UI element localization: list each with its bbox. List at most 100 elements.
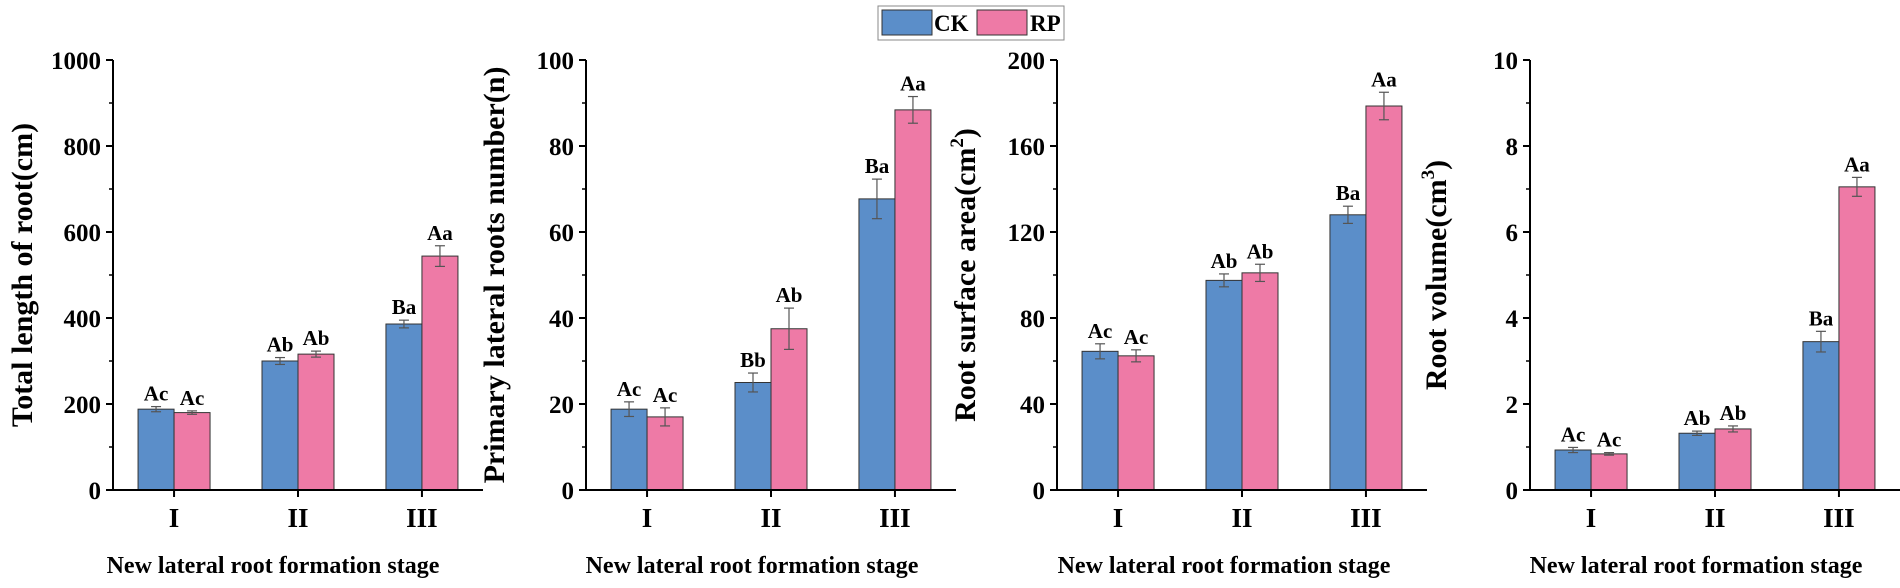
significance-letter-ck-III: Ba xyxy=(1336,181,1361,205)
chart-panel-1: Ac Ac I Ab Ab II Ba Aa III 0 200 400 600 800 1000 Total… xyxy=(6,48,483,579)
bar-ck-II xyxy=(261,360,299,491)
y-tick-label-200: 200 xyxy=(64,392,102,419)
legend-swatch-rp xyxy=(976,9,1028,36)
y-axis-label: Root surface area(cm2) xyxy=(947,128,982,422)
y-tick-label-120: 120 xyxy=(1008,220,1046,247)
bar-rp-III xyxy=(1838,186,1876,491)
significance-letter-rp-III: Aa xyxy=(1844,152,1870,176)
y-axis-label-superscript: 2 xyxy=(947,138,968,148)
x-tick-label-III: III xyxy=(406,503,438,533)
y-axis-label-text: Total length of root(cm) xyxy=(6,123,39,427)
y-tick-label-40: 40 xyxy=(549,306,574,333)
bar-rp-II xyxy=(297,353,335,491)
significance-letter-ck-III: Ba xyxy=(865,154,890,178)
y-tick-label-0: 0 xyxy=(89,478,102,505)
y-tick-label-80: 80 xyxy=(549,134,574,161)
significance-letter-ck-I: Ac xyxy=(617,377,642,401)
bar-ck-III xyxy=(385,323,423,491)
significance-letter-ck-II: Ab xyxy=(267,333,294,357)
significance-letter-ck-I: Ac xyxy=(144,382,169,406)
significance-letter-ck-II: Ab xyxy=(1211,249,1238,273)
x-axis-label: New lateral root formation stage xyxy=(1530,553,1863,579)
x-tick-label-III: III xyxy=(879,503,911,533)
significance-letter-ck-II: Bb xyxy=(740,348,766,372)
y-axis-label-suffix: ) xyxy=(949,128,982,138)
significance-letter-ck-III: Ba xyxy=(1809,306,1834,330)
significance-letter-rp-II: Ab xyxy=(1247,239,1274,263)
chart-panel-2: Ac Ac I Bb Ab II Ba Aa III 0 20 40 60 80 100 Primary la… xyxy=(478,48,956,579)
y-tick-label-6: 6 xyxy=(1506,220,1519,247)
y-tick-label-2: 2 xyxy=(1506,392,1519,419)
y-tick-label-800: 800 xyxy=(64,134,102,161)
y-axis-label-text: Root volume(cm xyxy=(1420,179,1453,390)
y-tick-label-600: 600 xyxy=(64,220,102,247)
y-tick-label-200: 200 xyxy=(1008,48,1046,75)
y-axis-label-text: Primary lateral roots number(n) xyxy=(478,67,511,484)
bar-rp-III xyxy=(421,255,459,491)
y-tick-label-100: 100 xyxy=(537,48,575,75)
bar-ck-II xyxy=(1678,432,1716,491)
y-tick-label-400: 400 xyxy=(64,306,102,333)
significance-letter-ck-I: Ac xyxy=(1561,422,1586,446)
significance-letter-rp-I: Ac xyxy=(1124,325,1149,349)
y-tick-label-0: 0 xyxy=(1506,478,1519,505)
y-tick-label-8: 8 xyxy=(1506,134,1519,161)
chart-panel-3: Ac Ac I Ab Ab II Ba Aa III 0 40 80 120 160 200 Root sur… xyxy=(947,48,1427,579)
y-tick-label-160: 160 xyxy=(1008,134,1046,161)
y-axis-label: Total length of root(cm) xyxy=(6,123,39,427)
y-tick-label-60: 60 xyxy=(549,220,574,247)
bar-ck-III xyxy=(858,198,896,491)
x-tick-label-I: I xyxy=(1113,503,1124,533)
x-tick-label-I: I xyxy=(642,503,653,533)
bar-rp-III xyxy=(894,109,932,491)
y-tick-label-80: 80 xyxy=(1020,306,1045,333)
x-tick-label-I: I xyxy=(1586,503,1597,533)
x-tick-label-III: III xyxy=(1823,503,1855,533)
significance-letter-ck-III: Ba xyxy=(392,295,417,319)
y-tick-label-0: 0 xyxy=(562,478,575,505)
bar-rp-II xyxy=(1241,272,1279,491)
bar-ck-II xyxy=(1205,279,1243,491)
significance-letter-rp-II: Ab xyxy=(776,283,803,307)
x-tick-label-II: II xyxy=(287,503,308,533)
x-tick-label-II: II xyxy=(1231,503,1252,533)
y-tick-label-10: 10 xyxy=(1493,48,1518,75)
significance-letter-ck-II: Ab xyxy=(1684,406,1711,430)
significance-letter-rp-III: Aa xyxy=(427,221,453,245)
y-tick-label-20: 20 xyxy=(549,392,574,419)
bar-rp-I xyxy=(646,416,684,491)
bar-rp-I xyxy=(1590,453,1628,491)
x-axis-label: New lateral root formation stage xyxy=(1058,553,1391,579)
x-axis-label: New lateral root formation stage xyxy=(107,553,440,579)
bar-rp-I xyxy=(1117,355,1155,491)
significance-letter-rp-I: Ac xyxy=(653,383,678,407)
significance-letter-rp-I: Ac xyxy=(1597,428,1622,452)
legend: CK RP xyxy=(877,5,1065,41)
chart-panel-4: Ac Ac I Ab Ab II Ba Aa III 0 2 4 6 8 10 Root volume(cm3… xyxy=(1418,48,1900,579)
x-axis-label: New lateral root formation stage xyxy=(586,553,919,579)
bar-ck-III xyxy=(1329,214,1367,491)
bar-ck-I xyxy=(137,408,175,491)
y-tick-label-0: 0 xyxy=(1033,478,1046,505)
bar-ck-I xyxy=(610,408,648,491)
legend-label-rp: RP xyxy=(1030,11,1061,36)
x-tick-label-I: I xyxy=(169,503,180,533)
x-tick-label-II: II xyxy=(1704,503,1725,533)
significance-letter-rp-III: Aa xyxy=(900,72,926,96)
y-axis-label-text: Root surface area(cm xyxy=(949,148,982,422)
bar-ck-II xyxy=(734,382,772,491)
significance-letter-rp-III: Aa xyxy=(1371,67,1397,91)
y-axis-label-suffix: ) xyxy=(1420,160,1453,170)
bar-ck-I xyxy=(1554,449,1592,491)
significance-letter-rp-II: Ab xyxy=(1720,401,1747,425)
x-tick-label-III: III xyxy=(1350,503,1382,533)
bar-rp-II xyxy=(770,328,808,491)
bar-rp-II xyxy=(1714,428,1752,491)
legend-label-ck: CK xyxy=(934,11,969,36)
bar-ck-I xyxy=(1081,350,1119,491)
legend-swatch-ck xyxy=(881,9,933,36)
y-tick-label-4: 4 xyxy=(1506,306,1519,333)
significance-letter-rp-I: Ac xyxy=(180,386,205,410)
